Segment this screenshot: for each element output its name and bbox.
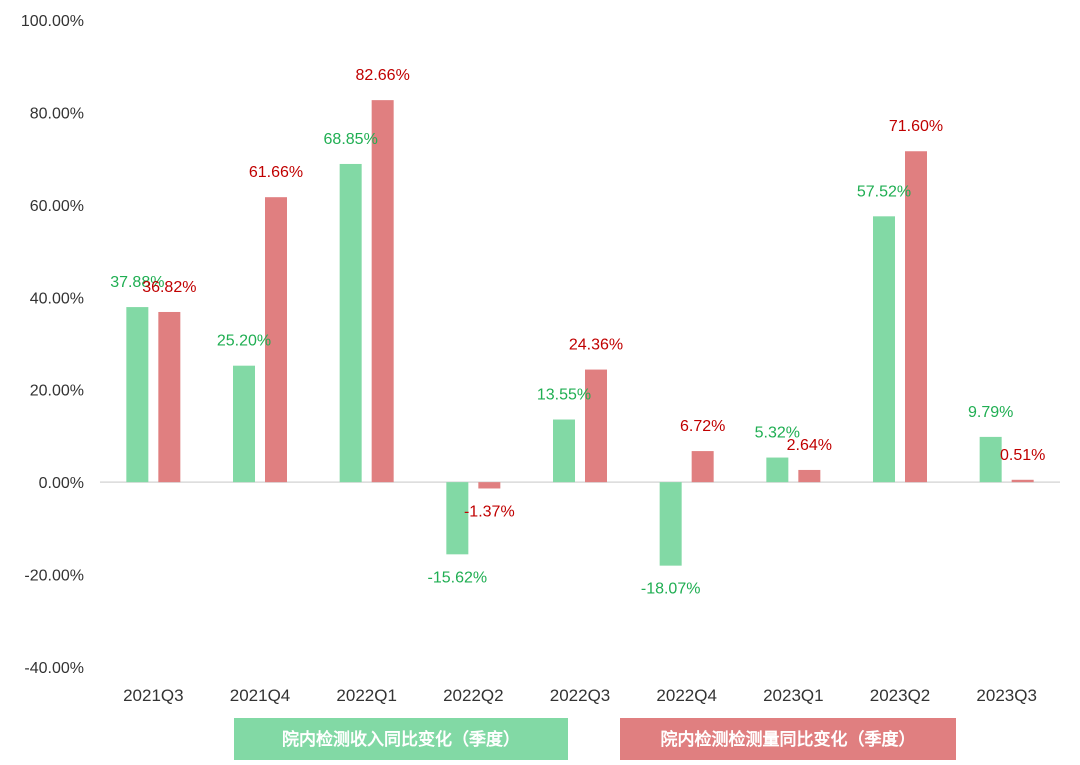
data-label-volume-2021Q3: 36.82% bbox=[142, 279, 196, 296]
data-label-income-2022Q3: 13.55% bbox=[537, 387, 591, 404]
x-tick-label: 2022Q2 bbox=[443, 686, 504, 705]
x-tick-label: 2021Q4 bbox=[230, 686, 291, 705]
bar-income-2021Q4 bbox=[233, 365, 255, 483]
data-label-volume-2022Q4: 6.72% bbox=[680, 418, 725, 435]
data-label-volume-2023Q3: 0.51% bbox=[1000, 447, 1045, 464]
bar-volume-2021Q4 bbox=[265, 197, 287, 483]
y-tick-label: 80.00% bbox=[30, 105, 84, 122]
x-tick-label: 2022Q1 bbox=[336, 686, 397, 705]
legend-item-volume: 院内检测检测量同比变化（季度） bbox=[620, 718, 956, 760]
x-tick-label: 2023Q2 bbox=[870, 686, 931, 705]
legend-swatch-volume bbox=[620, 718, 956, 760]
bar-income-2022Q2 bbox=[446, 482, 469, 555]
bars bbox=[126, 100, 1034, 566]
legend: 院内检测收入同比变化（季度） 院内检测检测量同比变化（季度） bbox=[234, 718, 956, 760]
data-label-volume-2022Q2: -1.37% bbox=[464, 503, 515, 520]
data-label-income-2023Q3: 9.79% bbox=[968, 404, 1013, 421]
data-label-volume-2022Q3: 24.36% bbox=[569, 337, 623, 354]
data-label-volume-2022Q1: 82.66% bbox=[356, 67, 410, 84]
legend-item-income: 院内检测收入同比变化（季度） bbox=[234, 718, 568, 760]
bar-income-2022Q4 bbox=[659, 482, 682, 566]
legend-label-volume: 院内检测检测量同比变化（季度） bbox=[661, 729, 916, 750]
data-label-income-2022Q1: 68.85% bbox=[324, 131, 378, 148]
bar-income-2023Q1 bbox=[766, 457, 789, 483]
x-tick-label: 2023Q1 bbox=[763, 686, 824, 705]
legend-label-income: 院内检测收入同比变化（季度） bbox=[282, 729, 520, 750]
x-tick-label: 2022Q4 bbox=[656, 686, 717, 705]
data-label-income-2022Q4: -18.07% bbox=[641, 581, 701, 598]
bar-volume-2022Q1 bbox=[371, 100, 394, 483]
data-label-income-2023Q1: 5.32% bbox=[755, 425, 800, 442]
data-label-income-2022Q2: -15.62% bbox=[428, 569, 488, 586]
bar-volume-2023Q1 bbox=[798, 469, 821, 483]
y-tick-label: 40.00% bbox=[30, 290, 84, 307]
x-tick-label: 2022Q3 bbox=[550, 686, 611, 705]
data-label-income-2021Q3: 37.88% bbox=[110, 274, 164, 291]
y-tick-label: 0.00% bbox=[39, 475, 84, 492]
data-label-income-2023Q2: 57.52% bbox=[857, 183, 911, 200]
bar-volume-2023Q2 bbox=[905, 151, 927, 483]
data-label-volume-2023Q2: 71.60% bbox=[889, 118, 943, 135]
y-axis: 100.00% 80.00% 60.00% 40.00% 20.00% 0.00% -20.… bbox=[21, 13, 84, 677]
bar-volume-2022Q2 bbox=[478, 482, 501, 489]
bar-volume-2023Q3 bbox=[1011, 479, 1034, 483]
bar-volume-2022Q4 bbox=[691, 451, 714, 483]
bar-volume-2021Q3 bbox=[158, 311, 181, 483]
y-tick-label: 100.00% bbox=[21, 13, 84, 30]
x-axis: 2021Q3 2021Q4 2022Q1 2022Q2 2022Q3 2022Q4 2023… bbox=[123, 686, 1037, 705]
y-tick-label: 20.00% bbox=[30, 383, 84, 400]
bar-income-2022Q3 bbox=[553, 419, 575, 483]
legend-swatch-income bbox=[234, 718, 568, 760]
bar-income-2021Q3 bbox=[126, 307, 149, 483]
data-label-volume-2021Q4: 61.66% bbox=[249, 164, 303, 181]
y-tick-label: 60.00% bbox=[30, 198, 84, 215]
bar-income-2023Q2 bbox=[873, 216, 895, 483]
data-label-volume-2023Q1: 2.64% bbox=[787, 437, 832, 454]
data-labels: 37.88%36.82% 25.20% 61.66% 68.85% 82.66% -15.… bbox=[110, 67, 1045, 598]
bar-volume-2022Q3 bbox=[585, 369, 607, 483]
bar-income-2023Q3 bbox=[979, 436, 1002, 483]
x-tick-label: 2023Q3 bbox=[976, 686, 1037, 705]
bar-income-2022Q1 bbox=[339, 163, 362, 483]
y-tick-label: -20.00% bbox=[24, 568, 84, 585]
y-tick-label: -40.00% bbox=[24, 660, 84, 677]
data-label-income-2021Q4: 25.20% bbox=[217, 333, 271, 350]
x-tick-label: 2021Q3 bbox=[123, 686, 184, 705]
